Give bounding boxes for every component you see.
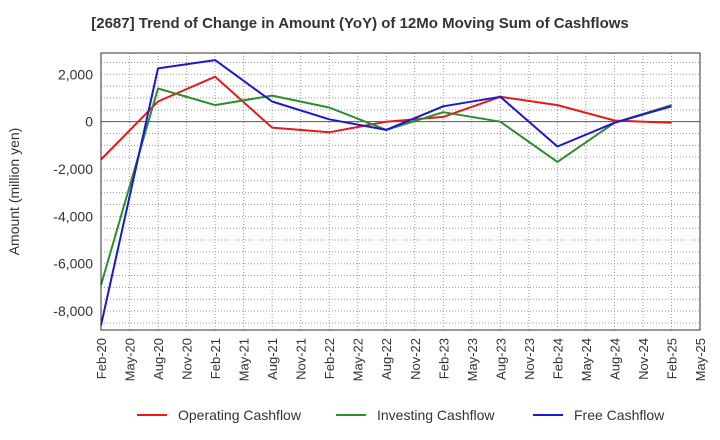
x-tick-label: Nov-21 (294, 338, 309, 380)
y-tick-label: -8,000 (53, 303, 93, 319)
x-tick-label: Aug-24 (607, 338, 622, 380)
series-line-0 (100, 75, 672, 161)
x-tick-label: May-21 (237, 338, 252, 381)
x-tick-label: Feb-24 (550, 338, 565, 379)
x-tick-label: May-20 (123, 338, 138, 381)
y-axis-label: Amount (million yen) (6, 128, 22, 256)
legend-label: Operating Cashflow (178, 407, 302, 423)
x-tick-label: Feb-21 (208, 338, 223, 379)
legend-label: Free Cashflow (574, 407, 665, 423)
x-tick-label: May-23 (465, 338, 480, 381)
x-tick-label: Nov-22 (408, 338, 423, 380)
x-tick-label: Feb-20 (94, 338, 109, 379)
x-tick-label: Nov-24 (636, 338, 651, 380)
x-tick-label: Nov-23 (522, 338, 537, 380)
x-tick-label: Feb-22 (322, 338, 337, 379)
y-tick-label: 0 (85, 114, 93, 130)
chart-title: [2687] Trend of Change in Amount (YoY) o… (91, 15, 629, 32)
legend: Operating Cashflow Investing Cashflow Free… (137, 407, 665, 423)
y-tick-labels: 2,000 0 -2,000 -4,000 -6,000 -8,000 (53, 66, 93, 319)
plot-area (101, 53, 700, 330)
x-tick-labels: Feb-20 May-20 Aug-20 Nov-20 Feb-21 May-21 Aug-… (94, 338, 708, 381)
y-tick-label: -6,000 (53, 256, 93, 272)
plot-frame (100, 52, 701, 331)
x-tick-label: May-24 (579, 338, 594, 381)
legend-label: Investing Cashflow (377, 407, 495, 423)
x-tick-label: Feb-25 (664, 338, 679, 379)
x-tick-label: Aug-23 (493, 338, 508, 380)
x-tick-label: Aug-21 (265, 338, 280, 380)
x-tick-label: May-25 (693, 338, 708, 381)
x-tick-label: Feb-23 (436, 338, 451, 379)
series-lines (100, 59, 672, 326)
y-tick-label: -2,000 (53, 161, 93, 177)
y-tick-label: 2,000 (58, 66, 93, 82)
series-line-2 (100, 59, 672, 326)
y-tick-label: -4,000 (53, 208, 93, 224)
x-tick-label: May-22 (351, 338, 366, 381)
x-tick-label: Aug-20 (151, 338, 166, 380)
grid (100, 53, 701, 330)
x-tick-label: Aug-22 (379, 338, 394, 380)
x-tick-label: Nov-20 (180, 338, 195, 380)
